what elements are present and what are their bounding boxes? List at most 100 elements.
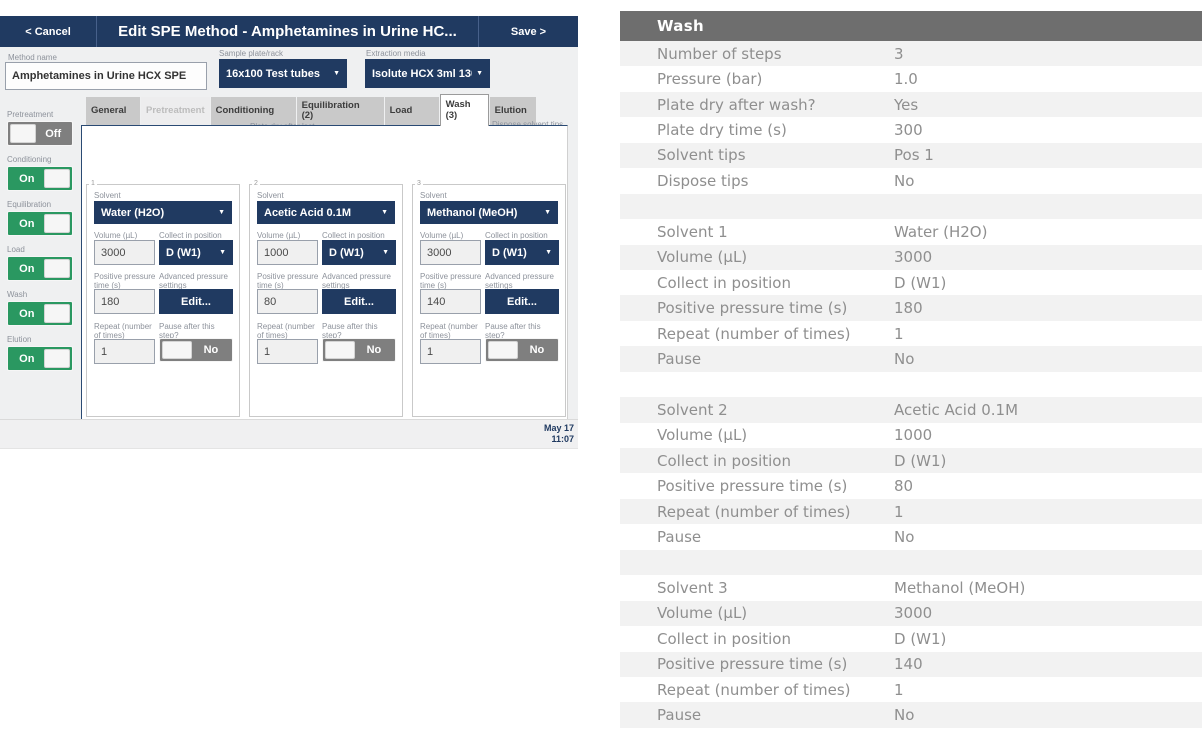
toggle-knob xyxy=(10,124,37,143)
table-row: Repeat (number of times) 1 xyxy=(620,498,1202,525)
row-value: 80 xyxy=(894,477,914,496)
method-name-label: Method name xyxy=(8,53,57,62)
table-row xyxy=(620,193,1202,220)
table-row: Pause No xyxy=(620,346,1202,372)
clock-time: 11:07 xyxy=(551,434,574,444)
status-footer: May 17 11:07 xyxy=(0,419,578,449)
row-value: 3 xyxy=(894,44,904,63)
save-button[interactable]: Save > xyxy=(478,16,578,47)
volume-input[interactable] xyxy=(420,240,481,265)
toggle-knob xyxy=(43,349,70,368)
method-name-field[interactable] xyxy=(5,62,207,90)
row-value: 1 xyxy=(894,502,904,521)
table-row: Solvent 2 Acetic Acid 0.1M xyxy=(620,397,1202,423)
pressure-time-label: Positive pressure time (s) xyxy=(94,272,156,290)
repeat-input[interactable] xyxy=(420,339,481,364)
row-label: Positive pressure time (s) xyxy=(657,477,848,496)
collect-position-select[interactable]: D (W1) ▼ xyxy=(485,240,559,265)
toggle-knob xyxy=(43,214,70,233)
repeat-input[interactable] xyxy=(94,339,155,364)
toggle-knob xyxy=(43,304,70,323)
stage-label: Pretreatment xyxy=(7,110,54,119)
solvent-select[interactable]: Acetic Acid 0.1M ▼ xyxy=(257,201,395,224)
row-value: 1.0 xyxy=(894,70,918,89)
stage-toggle[interactable]: On xyxy=(7,256,73,281)
advanced-pressure-label: Advanced pressure settings xyxy=(159,272,228,290)
chevron-down-icon: ▼ xyxy=(218,209,225,216)
stage-tab-bar: General Pretreatment Conditioning Equili… xyxy=(86,94,536,126)
solvent-select[interactable]: Methanol (MeOH) ▼ xyxy=(420,201,558,224)
row-value: 3000 xyxy=(894,248,933,267)
row-label: Positive pressure time (s) xyxy=(657,299,848,318)
volume-input[interactable] xyxy=(257,240,318,265)
page-title: Edit SPE Method - Amphetamines in Urine … xyxy=(118,23,457,40)
row-label: Pause xyxy=(657,528,702,547)
pause-toggle[interactable]: No xyxy=(322,338,396,362)
row-label: Repeat (number of times) xyxy=(657,502,851,521)
row-label: Volume (µL) xyxy=(657,604,748,623)
toggle-knob xyxy=(43,259,70,278)
stage-toggle[interactable]: On xyxy=(7,346,73,371)
stage-toggle[interactable]: On xyxy=(7,166,73,191)
stage-toggle[interactable]: Off xyxy=(7,121,73,146)
stage-toggle-group: Load On xyxy=(7,245,73,281)
pause-toggle[interactable]: No xyxy=(159,338,233,362)
row-value: Yes xyxy=(894,95,919,114)
solvent-select[interactable]: Water (H2O) ▼ xyxy=(94,201,232,224)
sample-plate-select[interactable]: 16x100 Test tubes ▼ xyxy=(219,59,347,88)
wash-summary-table: Wash Number of steps 3 Pressure (bar) 1.… xyxy=(620,11,1202,728)
collect-position-select[interactable]: D (W1) ▼ xyxy=(322,240,396,265)
table-row: Collect in position D (W1) xyxy=(620,448,1202,474)
title-bar: < Cancel Edit SPE Method - Amphetamines … xyxy=(0,16,578,47)
row-label: Collect in position xyxy=(657,629,791,648)
cancel-button[interactable]: < Cancel xyxy=(0,16,97,47)
pressure-time-input[interactable] xyxy=(420,289,481,314)
tab[interactable]: Wash (3) xyxy=(439,94,489,126)
volume-label: Volume (µL) xyxy=(257,231,301,240)
tab[interactable]: Pretreatment xyxy=(141,97,210,125)
advanced-edit-button[interactable]: Edit... xyxy=(159,289,233,314)
advanced-pressure-label: Advanced pressure settings xyxy=(322,272,391,290)
repeat-input[interactable] xyxy=(257,339,318,364)
collect-position-label: Collect in position xyxy=(485,231,548,240)
tab[interactable]: Equilibration (2) xyxy=(296,97,384,125)
table-row: Number of steps 3 xyxy=(620,41,1202,67)
chevron-down-icon: ▼ xyxy=(476,70,483,77)
row-label: Collect in position xyxy=(657,451,791,470)
tab[interactable]: Load xyxy=(384,97,439,125)
stage-toggle-group: Pretreatment Off xyxy=(7,110,73,146)
row-value: 140 xyxy=(894,655,923,674)
pause-toggle[interactable]: No xyxy=(485,338,559,362)
repeat-label: Repeat (number of times) xyxy=(94,322,152,340)
table-row xyxy=(620,549,1202,576)
summary-header: Wash xyxy=(620,11,1202,41)
volume-label: Volume (µL) xyxy=(94,231,138,240)
row-value: Pos 1 xyxy=(894,146,934,165)
table-row: Pause No xyxy=(620,524,1202,549)
row-value: No xyxy=(894,171,915,190)
step-panel: 2 Solvent Acetic Acid 0.1M ▼ Volume (µL)… xyxy=(249,180,403,417)
collect-position-select[interactable]: D (W1) ▼ xyxy=(159,240,233,265)
row-label: Solvent 3 xyxy=(657,578,728,597)
pressure-time-input[interactable] xyxy=(94,289,155,314)
extraction-media-select[interactable]: Isolute HCX 3ml 130/3... ▼ xyxy=(365,59,490,88)
chevron-down-icon: ▼ xyxy=(333,70,340,77)
stage-toggle[interactable]: On xyxy=(7,301,73,326)
spe-method-editor-window: < Cancel Edit SPE Method - Amphetamines … xyxy=(0,16,578,449)
row-value: No xyxy=(894,349,915,368)
advanced-edit-button[interactable]: Edit... xyxy=(485,289,559,314)
advanced-edit-button[interactable]: Edit... xyxy=(322,289,396,314)
pressure-time-input[interactable] xyxy=(257,289,318,314)
table-row: Collect in position D (W1) xyxy=(620,270,1202,295)
advanced-pressure-label: Advanced pressure settings xyxy=(485,272,554,290)
row-value: 1 xyxy=(894,324,904,343)
clock-date: May 17 xyxy=(543,423,574,433)
volume-input[interactable] xyxy=(94,240,155,265)
repeat-label: Repeat (number of times) xyxy=(420,322,478,340)
tab[interactable]: Conditioning xyxy=(210,97,296,125)
row-value: 180 xyxy=(894,299,923,318)
tab[interactable]: Elution xyxy=(489,97,536,125)
toggle-knob xyxy=(162,341,192,359)
stage-toggle[interactable]: On xyxy=(7,211,73,236)
tab[interactable]: General xyxy=(86,97,140,125)
